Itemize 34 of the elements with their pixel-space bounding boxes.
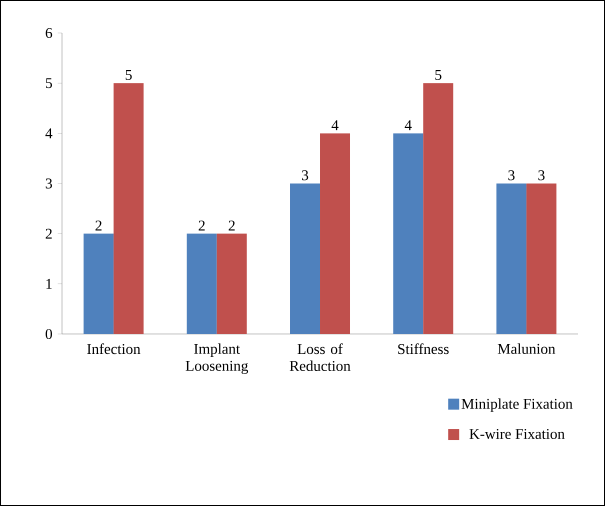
bar [216,234,247,334]
x-tick-label: Loss of Reduction [290,343,351,372]
bar [290,183,320,334]
x-tick-label: Infection [87,343,140,354]
legend-label: K-wire Fixation [469,428,565,439]
bar [423,83,454,334]
data-label: 3 [302,170,308,180]
data-label: 5 [126,70,132,80]
x-tick-label: Malunion [498,343,556,354]
data-label: 5 [435,70,442,80]
data-label: 2 [228,220,235,230]
bar [526,183,556,334]
bar [393,133,424,334]
data-label: 3 [538,170,545,180]
bar [186,234,217,334]
y-tick-label: 2 [46,228,52,239]
y-tick-label: 5 [46,78,52,88]
bar [114,83,144,334]
y-tick-label: 0 [46,328,52,340]
y-tick-label: 1 [46,278,52,289]
x-tick-label: Stiffness [398,343,449,354]
data-label: 4 [404,120,412,130]
bar [496,183,526,334]
data-label: 3 [508,170,515,180]
data-label: 4 [332,120,339,130]
y-tick-label: 3 [46,178,52,189]
y-tick-label: 4 [45,128,52,138]
data-label: 2 [96,220,102,230]
bar [84,234,114,334]
legend-label: Miniplate Fixation [462,398,573,412]
y-tick-label: 6 [46,28,52,38]
x-tick-label: Implant Loosening [186,343,248,374]
bar [320,133,350,334]
data-label: 2 [198,220,205,230]
